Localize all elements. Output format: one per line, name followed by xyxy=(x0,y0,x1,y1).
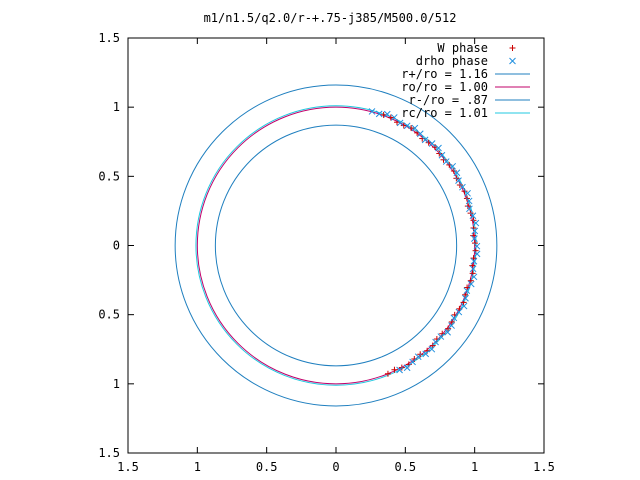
legend-label-5: rc/ro = 1.01 xyxy=(401,106,488,120)
legend-marker-0 xyxy=(509,45,516,51)
y-axis-tick-labels: 1.5 1 0.5 0 0.5 1 1.5 xyxy=(98,31,120,460)
series-0-point-27 xyxy=(464,203,471,210)
legend-label-3: ro/ro = 1.00 xyxy=(401,80,488,94)
series-0-point-0 xyxy=(384,370,391,377)
chart-title: m1/n1.5/q2.0/r-+.75-j385/M500.0/512 xyxy=(204,11,457,25)
y-tick-label-2: 0.5 xyxy=(98,308,120,322)
y-tick-label-1: 1 xyxy=(113,377,120,391)
series-1-point-3 xyxy=(414,353,422,361)
legend-label-1: drho phase xyxy=(416,54,488,68)
circle-2 xyxy=(214,124,458,367)
series-1-point-0 xyxy=(396,366,403,374)
series-0-point-1 xyxy=(391,366,398,373)
phase-points xyxy=(368,108,481,377)
series-0-point-44 xyxy=(380,111,387,118)
series-1-point-36 xyxy=(421,136,429,144)
series-1-point-15 xyxy=(467,280,475,288)
series-1-point-24 xyxy=(469,212,477,220)
series-1-point-9 xyxy=(448,322,455,329)
series-1-point-5 xyxy=(428,345,436,353)
series-1-point-41 xyxy=(390,114,398,121)
series-1-point-43 xyxy=(375,110,383,118)
series-1-point-25 xyxy=(466,205,473,213)
series-0-point-41 xyxy=(400,122,407,129)
series-1-point-17 xyxy=(469,265,477,273)
series-1-point-40 xyxy=(396,119,404,127)
legend-label-4: r-/ro = .87 xyxy=(409,93,488,107)
series-1-point-21 xyxy=(471,235,478,242)
y-tick-label-6: 1.5 xyxy=(98,31,120,45)
series-1-point-34 xyxy=(435,144,442,152)
series-1-point-31 xyxy=(449,162,457,170)
series-1-point-32 xyxy=(442,158,450,165)
series-1-point-14 xyxy=(463,287,471,295)
series-0-point-7 xyxy=(429,342,436,349)
series-1-point-8 xyxy=(444,328,451,336)
y-tick-label-0: 1.5 xyxy=(98,446,120,460)
series-1-point-30 xyxy=(453,169,461,177)
series-1-point-38 xyxy=(411,124,419,132)
axis-ticks xyxy=(127,37,545,454)
series-1-point-2 xyxy=(409,358,416,366)
series-1-point-18 xyxy=(470,257,478,265)
series-0-point-43 xyxy=(387,114,394,121)
series-1-point-29 xyxy=(455,177,462,184)
x-tick-label-4: 0.5 xyxy=(394,460,416,474)
series-1-point-11 xyxy=(455,308,463,316)
series-1-point-42 xyxy=(383,110,391,118)
series-1-point-35 xyxy=(428,140,436,147)
series-0-point-35 xyxy=(436,150,443,157)
series-0-point-10 xyxy=(445,325,452,332)
series-0-point-34 xyxy=(440,156,447,163)
series-1-point-28 xyxy=(459,183,466,191)
series-1-point-4 xyxy=(422,350,430,358)
series-0-point-16 xyxy=(464,284,471,291)
circle-0 xyxy=(174,84,498,407)
series-1-point-13 xyxy=(462,294,469,302)
series-1-point-12 xyxy=(460,302,468,310)
series-1-point-22 xyxy=(471,227,479,235)
x-tick-label-3: 0 xyxy=(332,460,339,474)
series-1-point-27 xyxy=(464,189,471,197)
series-0-point-32 xyxy=(450,167,457,174)
series-0-point-22 xyxy=(471,240,478,247)
series-1-point-10 xyxy=(450,314,458,322)
circle-1 xyxy=(196,106,476,385)
x-tick-label-1: 1 xyxy=(194,460,201,474)
series-1-point-20 xyxy=(473,242,481,250)
series-1-point-26 xyxy=(465,197,473,205)
series-1-point-23 xyxy=(472,219,480,227)
reference-circles xyxy=(174,84,498,407)
x-axis-tick-labels: 1.5 1 0.5 0 0.5 1 1.5 xyxy=(117,460,555,474)
series-1-point-44 xyxy=(368,108,376,115)
legend-label-0: W phase xyxy=(437,41,488,55)
series-1-point-19 xyxy=(473,250,481,258)
x-tick-label-6: 1.5 xyxy=(533,460,555,474)
series-1-point-33 xyxy=(438,151,446,159)
series-1-point-16 xyxy=(470,273,478,281)
series-1-point-39 xyxy=(403,122,411,130)
series-1-point-1 xyxy=(403,364,411,372)
y-tick-label-3: 0 xyxy=(113,239,120,253)
series-1-point-7 xyxy=(437,333,445,340)
x-tick-label-5: 1 xyxy=(471,460,478,474)
y-tick-label-5: 1 xyxy=(113,100,120,114)
legend-label-2: r+/ro = 1.16 xyxy=(401,67,488,81)
series-1-point-37 xyxy=(416,130,424,138)
legend-marker-1 xyxy=(509,57,516,65)
series-1-point-6 xyxy=(432,338,439,346)
x-tick-label-2: 0.5 xyxy=(256,460,278,474)
x-tick-label-0: 1.5 xyxy=(117,460,139,474)
series-0-point-17 xyxy=(467,277,474,284)
y-tick-label-4: 0.5 xyxy=(98,169,120,183)
